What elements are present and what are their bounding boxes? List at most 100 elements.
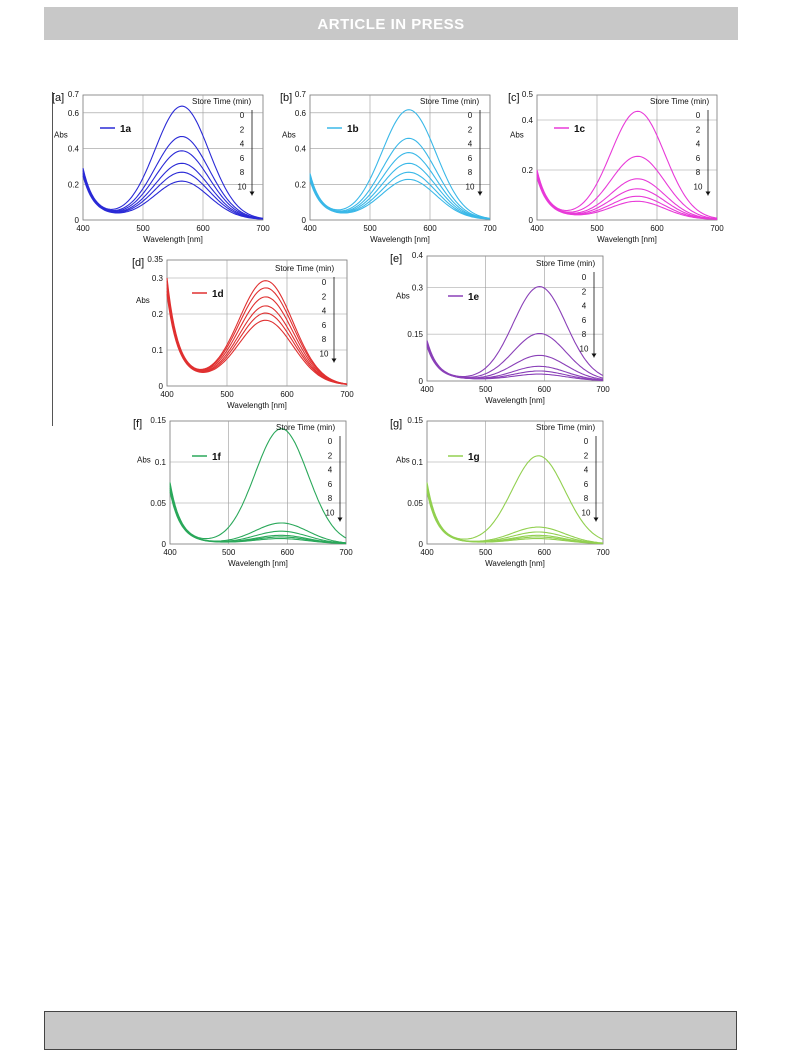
panel-1e-label: [e] <box>390 253 402 265</box>
panel-1c-ytick-label-1: 0.2 <box>522 166 534 175</box>
panel-1f-series-0 <box>169 428 347 540</box>
panel-1d-ytick-label-0: 0 <box>159 382 164 391</box>
panel-1b-ylabel: Abs <box>282 131 296 140</box>
panel-1d-ytick-label-1: 0.1 <box>152 346 164 355</box>
panel-1d-label: [d] <box>132 257 144 269</box>
panel-1d-store-time-0: 0 <box>322 278 327 287</box>
panel-1g-store-time-title: Store Time (min) <box>536 423 595 432</box>
page-left-rule <box>52 92 53 426</box>
panel-1c-label: [c] <box>508 92 520 104</box>
panel-1e-ylabel: Abs <box>396 292 410 301</box>
panel-1g-xlabel: Wavelength [nm] <box>485 559 545 568</box>
panel-1b-ytick-label-3: 0.6 <box>295 109 307 118</box>
panel-1c-store-time-8: 8 <box>696 168 701 177</box>
panel-1c-xlabel: Wavelength [nm] <box>597 235 657 244</box>
panel-1c-xtick-label-0: 400 <box>530 224 544 233</box>
banner-text: ARTICLE IN PRESS <box>317 16 465 33</box>
panel-1b-series-2 <box>309 137 491 220</box>
panel-1a-store-time-8: 8 <box>240 168 245 177</box>
panel-1e-frame <box>426 255 604 382</box>
panel-1c-store-time-title: Store Time (min) <box>650 97 709 106</box>
panel-1c-store-time-arrowhead <box>705 191 711 196</box>
panel-1f-frame <box>169 420 347 545</box>
panel-1e-store-time-2: 2 <box>582 287 587 296</box>
panel-1f-store-time-arrowhead <box>337 517 343 522</box>
panel-1f-ytick-label-1: 0.05 <box>150 499 166 508</box>
panel-1a-ytick-label-3: 0.6 <box>68 109 80 118</box>
panel-1f-xlabel: Wavelength [nm] <box>228 559 288 568</box>
panel-1g-frame <box>426 420 604 545</box>
panel-1d-store-time-8: 8 <box>322 335 327 344</box>
panel-1f-label: [f] <box>133 418 142 430</box>
panel-1b-ytick-label-2: 0.4 <box>295 145 307 154</box>
panel-1e-series-10 <box>426 346 604 381</box>
panel-1a-xtick-label-0: 400 <box>76 224 90 233</box>
panel-1g-store-time-4: 4 <box>584 466 589 475</box>
panel-1a-xlabel: Wavelength [nm] <box>143 235 203 244</box>
panel-1g-series-4 <box>426 486 604 544</box>
panel-1f-store-time-8: 8 <box>328 494 333 503</box>
panel-1e-store-time-10: 10 <box>580 345 589 354</box>
panel-1d-ytick-label-3: 0.3 <box>152 274 164 283</box>
panel-1a-xtick-label-3: 700 <box>256 224 270 233</box>
panel-1f-xtick-label-1: 500 <box>222 548 236 557</box>
panel-1d-ylabel: Abs <box>136 296 150 305</box>
panel-1d-xtick-label-0: 400 <box>160 390 174 399</box>
panel-1a-series-2 <box>82 135 264 220</box>
panel-1c-store-time-0: 0 <box>696 111 701 120</box>
panel-1a-frame <box>82 94 264 221</box>
panel-1e-store-time-8: 8 <box>582 330 587 339</box>
panel-1g-store-time-10: 10 <box>582 509 591 518</box>
panel-1b-frame <box>309 94 491 221</box>
panel-1c-xtick-label-1: 500 <box>590 224 604 233</box>
panel-1a-store-time-0: 0 <box>240 111 245 120</box>
panel-1c-ytick-label-0: 0 <box>529 216 534 225</box>
panel-1g-xtick-label-2: 600 <box>538 548 552 557</box>
panel-1f-store-time-title: Store Time (min) <box>276 423 335 432</box>
panel-1d-ytick-label-2: 0.2 <box>152 310 164 319</box>
panel-1g-xtick-label-3: 700 <box>596 548 610 557</box>
panel-1b-xlabel: Wavelength [nm] <box>370 235 430 244</box>
panel-1g-ylabel: Abs <box>396 456 410 465</box>
panel-1g-ytick-label-0: 0 <box>419 540 424 549</box>
panel-1d-legend-label: 1d <box>212 289 224 300</box>
panel-1f-xtick-label-2: 600 <box>281 548 295 557</box>
panel-1f-ytick-label-2: 0.1 <box>155 458 167 467</box>
panel-1a-ytick-label-0: 0 <box>75 216 80 225</box>
panel-1g-store-time-8: 8 <box>584 494 589 503</box>
panel-1a-store-time-arrowhead <box>249 191 255 196</box>
panel-1e-ytick-label-0: 0 <box>419 377 424 386</box>
panel-1b-store-time-10: 10 <box>466 183 475 192</box>
panel-1f-store-time-10: 10 <box>326 509 335 518</box>
panel-1c-store-time-10: 10 <box>694 183 703 192</box>
panel-1a-series-4 <box>82 150 264 220</box>
panel-1d-xtick-label-3: 700 <box>340 390 354 399</box>
article-in-press-banner: ARTICLE IN PRESS <box>44 7 738 40</box>
panel-1b-store-time-4: 4 <box>468 140 473 149</box>
panel-1b-ytick-label-0: 0 <box>302 216 307 225</box>
panel-1b-series-0 <box>309 109 491 219</box>
panel-1g-ytick-label-2: 0.1 <box>412 458 424 467</box>
panel-1f-ylabel: Abs <box>137 456 151 465</box>
panel-1b-store-time-2: 2 <box>468 125 473 134</box>
footer-box <box>44 1011 737 1050</box>
panel-1c-ytick-label-2: 0.4 <box>522 116 534 125</box>
panel-1a-ytop-label: 0.7 <box>68 90 80 99</box>
panel-1b-xtick-label-3: 700 <box>483 224 497 233</box>
panel-1g-store-time-arrowhead <box>593 517 599 522</box>
panel-1a-xtick-label-1: 500 <box>136 224 150 233</box>
panel-1c-xtick-label-2: 600 <box>650 224 664 233</box>
panel-1c-series-0 <box>536 110 718 219</box>
panel-1f-ytop-label: 0.15 <box>150 416 166 425</box>
panel-1d-store-time-10: 10 <box>320 350 329 359</box>
panel-1g-xtick-label-0: 400 <box>420 548 434 557</box>
panel-1e-store-time-6: 6 <box>582 316 587 325</box>
panel-1g-label: [g] <box>390 418 402 430</box>
panel-1g-store-time-0: 0 <box>584 437 589 446</box>
panel-1d-store-time-2: 2 <box>322 292 327 301</box>
panel-1g-store-time-2: 2 <box>584 451 589 460</box>
panel-1f-series-4 <box>169 486 347 544</box>
panel-1g-series-10 <box>426 491 604 545</box>
panel-1g-ytick-label-1: 0.05 <box>407 499 423 508</box>
